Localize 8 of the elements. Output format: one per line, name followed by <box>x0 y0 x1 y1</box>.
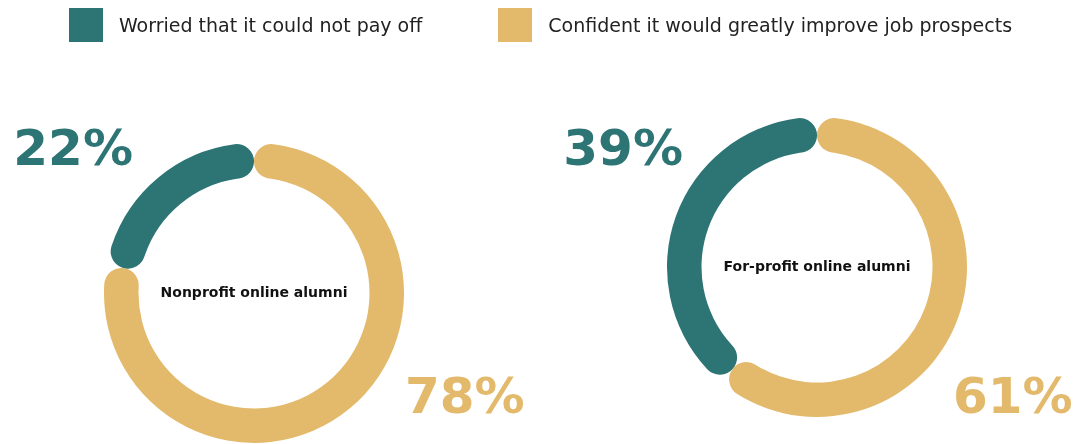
legend-label: Confident it would greatly improve job prospects <box>548 14 1013 36</box>
data-label: 39% <box>563 118 683 177</box>
data-label: 78% <box>405 366 525 425</box>
data-label: 61% <box>953 366 1073 425</box>
data-label: 22% <box>13 118 133 177</box>
slice-label: For-profit online alumni <box>723 257 911 274</box>
slice-label: Nonprofit online alumni <box>160 283 348 300</box>
legend-label: Worried that it could not pay off <box>118 14 423 36</box>
